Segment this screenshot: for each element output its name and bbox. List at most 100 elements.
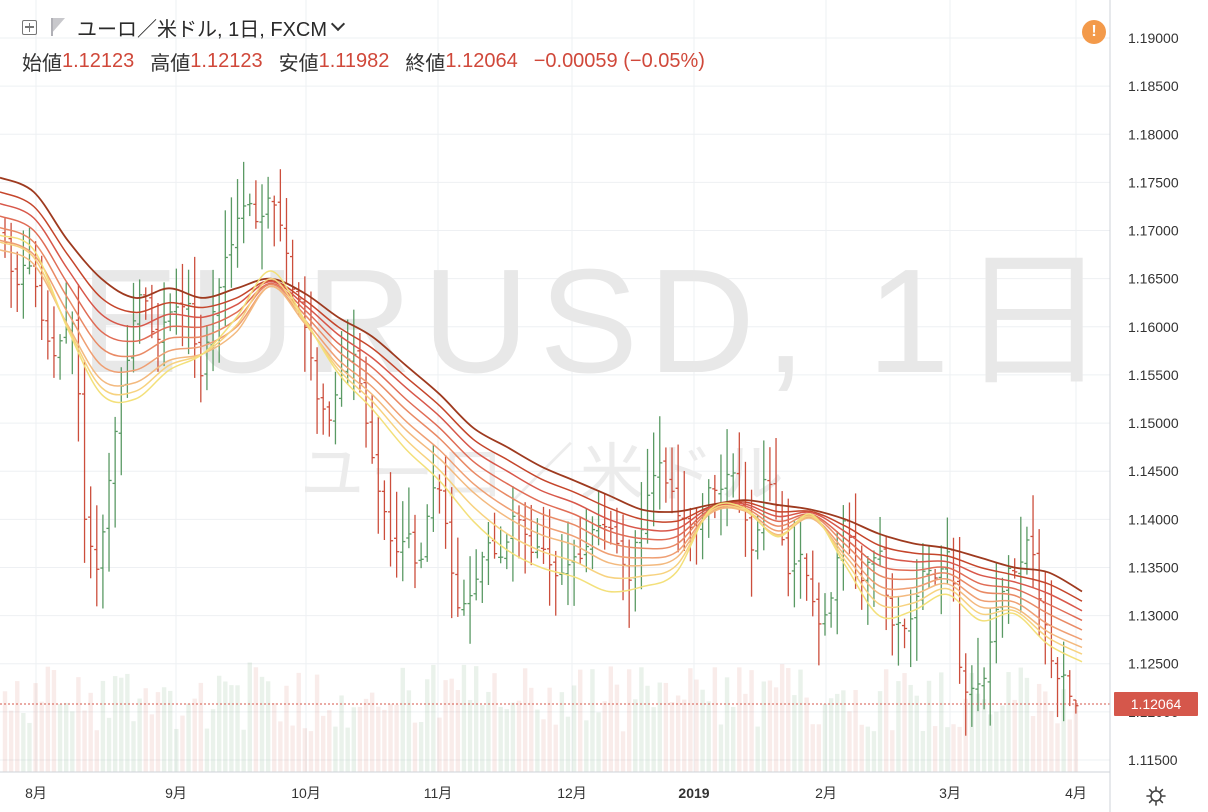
ohlc-bar[interactable] [522, 502, 528, 574]
ohlc-bar[interactable] [167, 293, 173, 332]
ohlc-bar[interactable] [583, 508, 589, 573]
ohlc-bar[interactable] [510, 486, 516, 582]
ohlc-bar[interactable] [663, 447, 669, 503]
ohlc-bar[interactable] [259, 184, 265, 270]
ohlc-bar[interactable] [449, 487, 455, 619]
ohlc-bar[interactable] [901, 618, 908, 649]
ohlc-bar[interactable] [1030, 495, 1036, 588]
ohlc-bar[interactable] [871, 550, 877, 607]
ohlc-bar[interactable] [504, 534, 510, 570]
ohlc-bar[interactable] [669, 447, 675, 514]
ohlc-bar[interactable] [381, 480, 387, 540]
ohlc-bar[interactable] [883, 536, 889, 631]
ohlc-bar[interactable] [981, 667, 987, 710]
ohlc-bar[interactable] [81, 360, 88, 563]
ohlc-bar[interactable] [412, 514, 418, 589]
ohlc-bar[interactable] [797, 520, 804, 599]
ohlc-bar[interactable] [534, 518, 540, 559]
ohlc-bar[interactable] [234, 179, 241, 268]
ohlc-bar[interactable] [265, 176, 271, 229]
ohlc-bar[interactable] [730, 453, 736, 498]
ohlc-bar[interactable] [185, 269, 192, 355]
ohlc-bar[interactable] [20, 230, 26, 319]
ohlc-bar[interactable] [418, 542, 424, 569]
ohlc-bar[interactable] [595, 490, 602, 546]
ohlc-bar[interactable] [400, 501, 406, 582]
ohlc-bar[interactable] [895, 595, 902, 666]
ohlc-bar[interactable] [8, 222, 14, 308]
ohlc-bar[interactable] [455, 537, 461, 617]
ohlc-bar[interactable] [75, 284, 82, 442]
ohlc-bar[interactable] [589, 516, 596, 570]
ma-line[interactable] [0, 176, 1083, 593]
ohlc-bar[interactable] [577, 517, 583, 565]
ohlc-bar[interactable] [963, 653, 969, 736]
ohlc-bar[interactable] [718, 454, 724, 536]
ohlc-bar[interactable] [1073, 699, 1079, 714]
ohlc-bar[interactable] [467, 556, 473, 644]
time-axis[interactable]: 8月 9月 10月 11月 12月 2019 2月 3月 4月 [25, 785, 1087, 801]
ohlc-bar[interactable] [914, 559, 920, 661]
flag-icon[interactable] [51, 18, 67, 36]
moving-average-ribbon[interactable] [0, 176, 1083, 663]
gear-icon[interactable] [1146, 786, 1166, 806]
ohlc-bar[interactable] [828, 592, 834, 628]
ohlc-bar[interactable] [926, 545, 932, 589]
ohlc-bar[interactable] [143, 287, 149, 320]
ohlc-bar[interactable] [804, 553, 810, 601]
ohlc-bar[interactable] [553, 550, 559, 616]
ohlc-bar[interactable] [889, 573, 895, 656]
ohlc-bar[interactable] [748, 489, 755, 597]
ohlc-bar[interactable] [1042, 572, 1048, 665]
ohlc-bar[interactable] [320, 383, 326, 435]
ohlc-bar[interactable] [614, 507, 620, 554]
ohlc-bar[interactable] [173, 268, 179, 335]
ohlc-bar[interactable] [375, 417, 381, 534]
ma-line[interactable] [0, 241, 1083, 655]
ohlc-bar[interactable] [155, 303, 161, 372]
ohlc-bar[interactable] [1054, 657, 1061, 718]
ohlc-bar[interactable] [657, 416, 663, 510]
ohlc-bar[interactable] [975, 637, 981, 712]
ohlc-bar[interactable] [626, 539, 632, 628]
ohlc-bar[interactable] [908, 589, 914, 668]
ohlc-bar[interactable] [442, 455, 449, 549]
ohlc-bar[interactable] [675, 444, 681, 553]
ohlc-bar[interactable] [88, 486, 94, 579]
ohlc-bar[interactable] [326, 401, 332, 437]
ohlc-bar[interactable] [112, 416, 118, 528]
ma-line[interactable] [0, 215, 1083, 622]
ohlc-bar[interactable] [332, 371, 339, 445]
ma-line[interactable] [0, 234, 1083, 663]
price-axis[interactable]: 1.19000 1.18500 1.18000 1.17500 1.17000 1.165… [1128, 30, 1179, 768]
ohlc-bar[interactable] [406, 487, 412, 549]
ohlc-bar[interactable] [767, 447, 773, 502]
ma-line[interactable] [0, 191, 1083, 602]
ohlc-bar[interactable] [761, 440, 767, 551]
ohlc-bar[interactable] [216, 278, 222, 363]
ohlc-bar[interactable] [14, 251, 20, 313]
ohlc-bar[interactable] [547, 509, 553, 606]
ohlc-bar[interactable] [632, 530, 638, 612]
ohlc-bar[interactable] [228, 197, 235, 288]
chevron-down-icon[interactable] [330, 16, 346, 32]
ohlc-bar[interactable] [644, 448, 651, 544]
ohlc-bar[interactable] [938, 545, 944, 615]
ohlc-bar[interactable] [424, 504, 430, 562]
ohlc-bar[interactable] [957, 537, 963, 684]
ohlc-bar[interactable] [106, 452, 112, 572]
ohlc-bar[interactable] [810, 550, 816, 617]
ohlc-bar[interactable] [608, 510, 614, 545]
ma-line[interactable] [0, 202, 1083, 612]
ohlc-bar[interactable] [1018, 516, 1024, 613]
ohlc-bar[interactable] [969, 665, 975, 727]
ohlc-bar[interactable] [222, 210, 228, 326]
plus-square-icon[interactable] [22, 19, 37, 35]
ohlc-bar[interactable] [314, 347, 320, 434]
ohlc-bar[interactable] [461, 579, 467, 616]
ohlc-bar[interactable] [1024, 526, 1030, 575]
warning-icon[interactable]: ! [1082, 20, 1106, 44]
ohlc-bar[interactable] [430, 444, 436, 532]
ohlc-bar[interactable] [724, 429, 730, 527]
